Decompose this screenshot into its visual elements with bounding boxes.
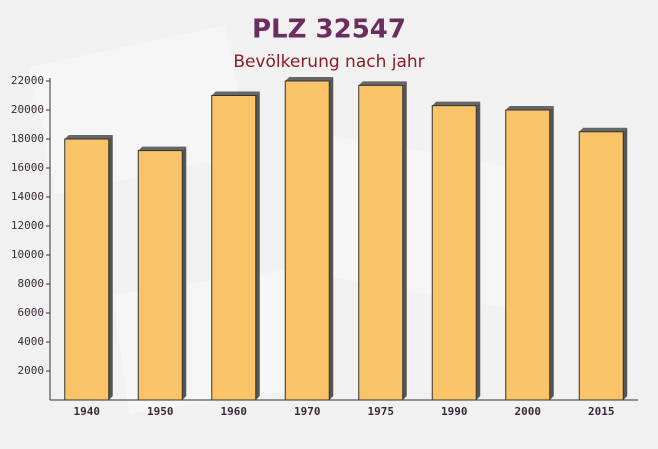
bar (284, 80, 330, 401)
bar (578, 131, 624, 401)
bar (358, 84, 404, 401)
y-tick-label: 8000 (18, 277, 45, 290)
bar-shadow (138, 146, 187, 151)
bar-shadow (476, 101, 481, 401)
x-tick-label: 1970 (294, 405, 321, 418)
bar-shadow (432, 101, 481, 106)
bar-shadow (108, 135, 113, 400)
bar-shadow (505, 106, 554, 110)
chart-title: PLZ 32547 (252, 15, 406, 45)
y-tick-label: 22000 (11, 74, 44, 87)
bar-shadow (358, 81, 407, 86)
x-tick-label: 1990 (441, 405, 468, 418)
x-tick-label: 1975 (368, 405, 395, 418)
y-tick-label: 18000 (11, 132, 44, 145)
y-tick-label: 20000 (11, 103, 44, 116)
bar-shadow (329, 77, 334, 400)
bar-shadow (182, 146, 187, 400)
bar (431, 105, 477, 401)
x-tick-label: 2000 (515, 405, 542, 418)
y-tick-label: 4000 (18, 335, 45, 348)
bar-shadow (211, 91, 260, 96)
x-tick-label: 1960 (221, 405, 248, 418)
bar-shadow (285, 77, 334, 81)
bar-shadow (623, 127, 628, 400)
y-tick-label: 12000 (11, 219, 44, 232)
bar (505, 109, 551, 401)
y-tick-label: 2000 (18, 364, 45, 377)
bar-shadow (549, 106, 554, 400)
y-tick-label: 6000 (18, 306, 45, 319)
y-tick-label: 16000 (11, 161, 44, 174)
x-tick-label: 1940 (74, 405, 101, 418)
bar-shadow (255, 91, 260, 400)
bar (137, 150, 183, 401)
y-tick-label: 14000 (11, 190, 44, 203)
bar-shadow (579, 127, 628, 132)
bar (64, 138, 110, 401)
bar (211, 95, 257, 401)
x-tick-label: 2015 (588, 405, 615, 418)
chart-subtitle: Bevölkerung nach jahr (233, 52, 424, 72)
bar-shadow (64, 135, 113, 139)
y-tick-label: 10000 (11, 248, 44, 261)
x-tick-label: 1950 (147, 405, 174, 418)
bar-shadow (402, 81, 407, 400)
